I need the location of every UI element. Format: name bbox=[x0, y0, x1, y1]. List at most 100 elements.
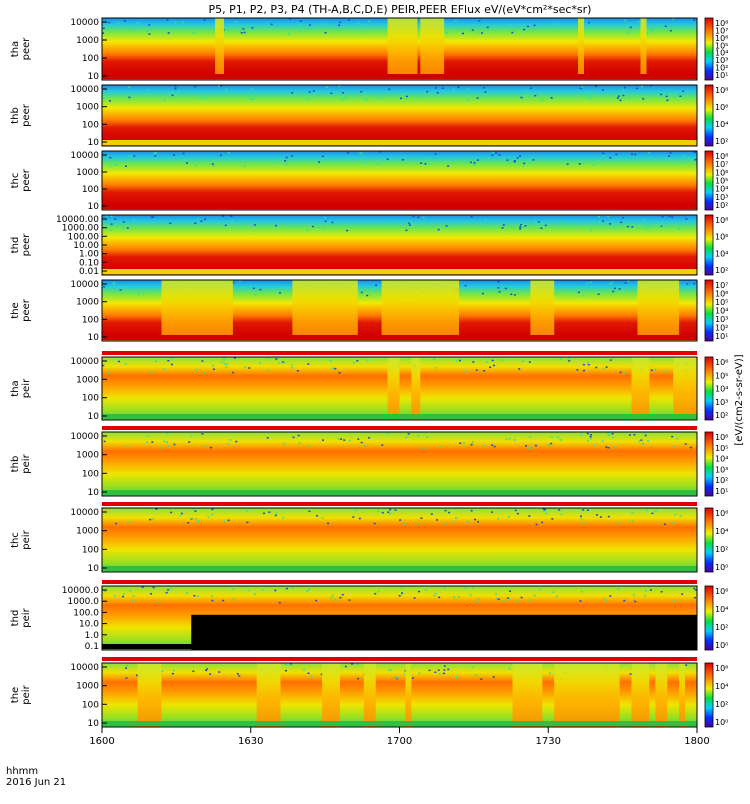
noise-pixel bbox=[542, 508, 545, 510]
noise-pixel bbox=[504, 287, 507, 290]
noise-pixel bbox=[613, 287, 616, 290]
noise-pixel bbox=[609, 223, 611, 225]
noise-pixel bbox=[534, 222, 537, 225]
noise-pixel bbox=[617, 95, 620, 97]
noise-pixel bbox=[151, 441, 154, 443]
noise-pixel bbox=[330, 92, 333, 95]
noise-pixel bbox=[471, 666, 474, 668]
noise-pixel bbox=[541, 521, 544, 524]
noise-pixel bbox=[211, 513, 214, 516]
noise-pixel bbox=[525, 89, 528, 92]
noise-pixel bbox=[282, 516, 285, 519]
noise-pixel bbox=[212, 368, 215, 370]
noise-pixel bbox=[533, 594, 536, 597]
noise-pixel bbox=[340, 438, 343, 440]
noise-pixel bbox=[486, 26, 489, 29]
noise-pixel bbox=[477, 521, 480, 523]
y-axis-label: peer bbox=[21, 298, 32, 322]
noise-pixel bbox=[585, 161, 587, 163]
noise-pixel bbox=[334, 367, 337, 370]
noise-pixel bbox=[629, 26, 632, 29]
noise-pixel bbox=[149, 518, 152, 521]
noise-pixel bbox=[150, 216, 153, 218]
noise-pixel bbox=[227, 519, 230, 522]
noise-pixel bbox=[287, 33, 290, 35]
noise-pixel bbox=[501, 227, 504, 229]
noise-pixel bbox=[353, 28, 356, 30]
colorbar-tick-label: 10¹ bbox=[715, 71, 728, 80]
noise-pixel bbox=[129, 590, 132, 592]
noise-pixel bbox=[430, 513, 433, 515]
noise-pixel bbox=[609, 359, 612, 361]
noise-pixel bbox=[398, 595, 401, 597]
noise-pixel bbox=[693, 282, 696, 285]
noise-pixel bbox=[128, 86, 131, 88]
noise-pixel bbox=[125, 667, 128, 669]
noise-pixel bbox=[442, 672, 445, 675]
noise-pixel bbox=[235, 440, 238, 443]
colorbar-tick-label: 10² bbox=[715, 700, 728, 709]
noise-pixel bbox=[505, 438, 508, 441]
noise-pixel bbox=[684, 443, 687, 445]
noise-pixel bbox=[689, 446, 692, 449]
noise-pixel bbox=[331, 367, 334, 370]
feature-interval-1 bbox=[387, 18, 418, 80]
noise-pixel bbox=[586, 282, 589, 285]
noise-pixel bbox=[285, 163, 288, 166]
noise-pixel bbox=[455, 517, 457, 519]
noise-pixel bbox=[497, 281, 500, 283]
noise-pixel bbox=[193, 594, 196, 597]
noise-pixel bbox=[164, 99, 166, 101]
colorbar-tick-label: 10⁴ bbox=[715, 185, 728, 194]
noise-pixel bbox=[480, 678, 483, 680]
noise-pixel bbox=[197, 595, 199, 597]
heatmap-field bbox=[102, 151, 697, 210]
colorbar-tick-label: 10⁵ bbox=[715, 371, 728, 380]
noise-pixel bbox=[274, 589, 277, 592]
noise-pixel bbox=[394, 509, 397, 511]
noise-pixel bbox=[381, 511, 384, 514]
noise-pixel bbox=[539, 588, 542, 591]
noise-pixel bbox=[443, 669, 446, 671]
noise-pixel bbox=[661, 215, 664, 218]
noise-pixel bbox=[232, 588, 235, 590]
noise-pixel bbox=[411, 677, 414, 679]
noise-pixel bbox=[242, 28, 245, 30]
noise-pixel bbox=[358, 517, 361, 520]
noise-pixel bbox=[543, 25, 545, 28]
noise-pixel bbox=[249, 29, 252, 31]
panel-the-peir: 10000 1000 100 10 the peir 10⁶ 10⁴ 10² 10⁰ bbox=[10, 662, 728, 729]
noise-pixel bbox=[331, 221, 334, 224]
noise-pixel bbox=[245, 220, 248, 223]
panel-thc-peir: 10000 1000 100 10 thc peir 10⁶ 10⁴ 10² 10⁰ bbox=[10, 507, 728, 574]
noise-pixel bbox=[589, 438, 592, 440]
noise-pixel bbox=[368, 437, 371, 439]
noise-pixel bbox=[285, 663, 288, 666]
noise-pixel bbox=[510, 663, 513, 665]
noise-pixel bbox=[199, 97, 201, 100]
noise-pixel bbox=[312, 90, 315, 92]
panel-thc-peer: 10000 1000 100 10 thc peer 10⁸10⁷10⁶10⁵10⁴10³1… bbox=[10, 150, 728, 212]
feature-interval-3 bbox=[530, 280, 555, 341]
noise-pixel bbox=[259, 288, 262, 291]
noise-pixel bbox=[612, 436, 615, 439]
noise-pixel bbox=[133, 29, 136, 32]
noise-pixel bbox=[595, 366, 598, 369]
noise-pixel bbox=[693, 597, 696, 599]
noise-pixel bbox=[194, 85, 197, 88]
noise-pixel bbox=[298, 442, 301, 444]
colorbar-tick-label: 10⁷ bbox=[715, 160, 728, 169]
noise-pixel bbox=[628, 434, 631, 436]
noise-pixel bbox=[309, 24, 312, 26]
noise-pixel bbox=[455, 677, 458, 679]
noise-pixel bbox=[665, 95, 668, 98]
noise-pixel bbox=[508, 437, 511, 440]
colorbar-tick-label: 10² bbox=[715, 545, 728, 554]
noise-pixel bbox=[166, 432, 169, 435]
noise-pixel bbox=[522, 360, 525, 363]
colorbar-tick-label: 10⁷ bbox=[715, 281, 728, 290]
colorbar-tick-label: 10⁴ bbox=[715, 307, 728, 316]
colorbar-tick-label: 10⁶ bbox=[715, 103, 728, 112]
noise-pixel bbox=[186, 592, 189, 594]
